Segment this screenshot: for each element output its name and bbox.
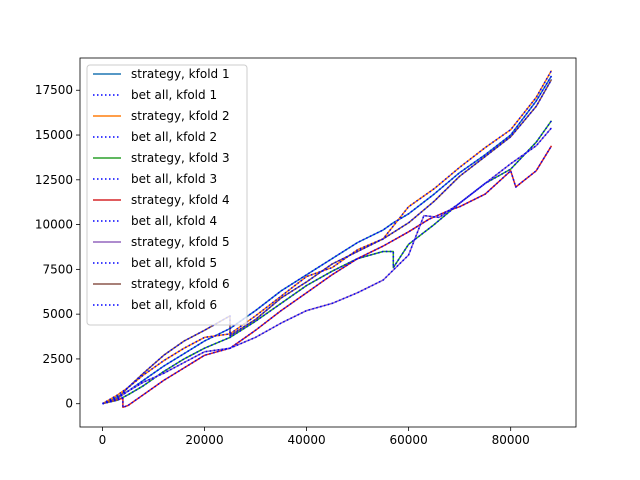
x-tick-label: 80000 <box>492 433 530 447</box>
y-tick-label: 2500 <box>42 352 73 366</box>
legend-frame <box>86 64 248 326</box>
legend-label: bet all, kfold 2 <box>131 130 217 144</box>
y-tick-label: 17500 <box>35 83 73 97</box>
series-line-bet-all-kfold-1 <box>102 75 553 405</box>
x-tick-label: 40000 <box>287 433 325 447</box>
x-tick-label: 60000 <box>390 433 428 447</box>
legend-label: strategy, kfold 5 <box>131 235 230 249</box>
legend-label: bet all, kfold 3 <box>131 172 217 186</box>
legend-label: strategy, kfold 6 <box>131 277 230 291</box>
legend-label: strategy, kfold 1 <box>131 67 230 81</box>
axes-frame <box>79 57 577 428</box>
legend-label: strategy, kfold 3 <box>131 151 230 165</box>
series-line-bet-all-kfold-4 <box>102 145 553 409</box>
y-tick-label: 7500 <box>42 262 73 276</box>
legend-label: bet all, kfold 1 <box>131 88 217 102</box>
series-layer <box>102 70 553 409</box>
y-tick-label: 15000 <box>35 128 73 142</box>
y-tick-label: 12500 <box>35 173 73 187</box>
series-line-bet-all-kfold-2 <box>102 70 553 405</box>
x-tick-label: 0 <box>99 433 107 447</box>
legend-label: strategy, kfold 2 <box>131 109 230 123</box>
y-tick-label: 0 <box>65 397 73 411</box>
x-axis: 0 20000 40000 60000 80000 <box>99 427 530 447</box>
x-tick-label: 20000 <box>185 433 223 447</box>
y-axis: 0 2500 5000 7500 10000 12500 15000 17500 <box>35 83 80 411</box>
legend-label: strategy, kfold 4 <box>131 193 230 207</box>
plot-area <box>79 57 577 428</box>
legend-label: bet all, kfold 5 <box>131 256 217 270</box>
y-tick-label: 5000 <box>42 307 73 321</box>
legend-label: bet all, kfold 6 <box>131 298 217 312</box>
legend: strategy, kfold 1 bet all, kfold 1 strateg… <box>86 64 248 326</box>
legend-label: bet all, kfold 4 <box>131 214 217 228</box>
series-line-bet-all-kfold-6 <box>102 79 553 405</box>
y-tick-label: 10000 <box>35 218 73 232</box>
